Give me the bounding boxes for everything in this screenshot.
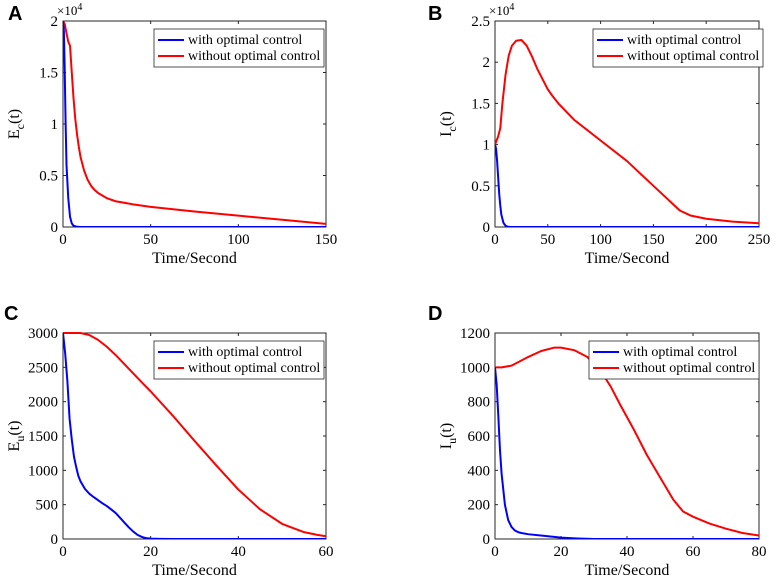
x-tick-label: 40: [231, 544, 246, 560]
x-tick-label: 80: [752, 544, 767, 560]
x-tick-label: 40: [620, 544, 635, 560]
legend-box: [588, 340, 760, 380]
y-tick-label: 1: [51, 117, 59, 133]
legend-entry: with optimal control: [627, 33, 741, 48]
x-tick-label: 100: [227, 232, 250, 248]
y-tick-label: 1500: [28, 429, 58, 445]
legend-entry: with optimal control: [188, 33, 302, 48]
x-axis-label: Time/Second: [585, 562, 670, 579]
panel-label: D: [428, 303, 442, 325]
y-multiplier: ×104: [489, 2, 514, 18]
y-tick-label: 2500: [28, 360, 58, 376]
legend-entry: with optimal control: [188, 345, 302, 360]
legend-box: [592, 28, 764, 68]
y-tick-label: 0: [51, 220, 59, 236]
y-tick-label: 1.5: [471, 96, 490, 112]
y-axis-label: Ec(t): [6, 109, 27, 139]
chart-panel-a: A 0 50 100 150 0 0.5 1 1.5 2×104 Time/Second Ec(t) w…: [6, 2, 337, 267]
series-without-control-line: [495, 346, 759, 537]
x-tick-label: 100: [589, 232, 612, 248]
y-tick-label: 2: [483, 55, 491, 71]
y-axis-label: Eu(t): [6, 421, 27, 452]
x-tick-label: 0: [491, 232, 499, 248]
y-tick-label: 500: [36, 498, 59, 514]
y-tick-label: 0.5: [39, 169, 58, 185]
x-tick-label: 60: [319, 544, 334, 560]
y-tick-label: 1.5: [39, 66, 58, 82]
x-tick-label: 150: [642, 232, 665, 248]
x-tick-label: 150: [315, 232, 338, 248]
y-tick-label: 800: [468, 395, 491, 411]
legend-entry: without optimal control: [627, 49, 759, 64]
x-tick-label: 20: [143, 544, 158, 560]
y-tick-label: 200: [468, 498, 491, 514]
chart-panel-b: B 0 50 100 150 200 250 0 0.5 1 1.5 2 2.5×104 Time/Sec…: [428, 2, 770, 267]
x-tick-label: 50: [540, 232, 555, 248]
x-tick-label: 250: [748, 232, 771, 248]
x-tick-label: 200: [695, 232, 718, 248]
legend-entry: without optimal control: [623, 361, 755, 376]
x-tick-label: 0: [491, 544, 499, 560]
legend-entry: with optimal control: [623, 345, 737, 360]
y-tick-label: 0: [51, 532, 59, 548]
series-without-control-line: [63, 20, 326, 225]
panel-label: C: [4, 303, 18, 325]
y-tick-label: 0: [483, 220, 491, 236]
y-tick-label: 2000: [28, 395, 58, 411]
y-tick-label: 1: [483, 138, 491, 154]
x-axis-label: Time/Second: [152, 250, 237, 267]
y-tick-label: 0: [483, 532, 491, 548]
y-tick-label: 600: [468, 429, 491, 445]
panel-label: A: [8, 3, 22, 25]
legend-entry: without optimal control: [188, 49, 320, 64]
chart-panel-c: C 0 20 40 60 0 500 1000 1500 2000 2500 3000 Time/Sec…: [4, 303, 334, 579]
x-tick-label: 0: [59, 232, 67, 248]
y-tick-label: 1000: [28, 463, 58, 479]
x-tick-label: 60: [686, 544, 701, 560]
x-axis-label: Time/Second: [585, 250, 670, 267]
series-without-control-line: [495, 38, 759, 225]
panel-label: B: [428, 3, 442, 25]
y-tick-label: 2: [51, 14, 59, 30]
y-tick-label: 400: [468, 463, 491, 479]
y-tick-label: 1200: [460, 326, 490, 342]
series-with-control-line: [63, 20, 326, 227]
x-tick-label: 20: [554, 544, 569, 560]
series-without-control-line: [63, 332, 326, 538]
x-tick-label: 50: [143, 232, 158, 248]
legend-entry: without optimal control: [188, 361, 320, 376]
series-with-control-line: [63, 332, 326, 539]
chart-panel-d: D0 20 40 60 80020040060080010001200Time/Seco…: [428, 303, 767, 579]
y-tick-label: 1000: [460, 360, 490, 376]
series-with-control-line: [495, 144, 759, 227]
y-tick-label: 3000: [28, 326, 58, 342]
y-tick-label: 0.5: [471, 179, 490, 195]
y-tick-label: 2.5: [471, 14, 490, 30]
y-axis-label: Ic(t): [438, 111, 459, 137]
legend-box: [153, 340, 325, 380]
legend-box: [153, 28, 325, 68]
series-with-control-line: [495, 367, 759, 539]
x-axis-label: Time/Second: [152, 562, 237, 579]
y-multiplier: ×104: [57, 2, 82, 18]
y-axis-label: Iu(t): [438, 423, 459, 449]
x-tick-label: 0: [59, 544, 67, 560]
